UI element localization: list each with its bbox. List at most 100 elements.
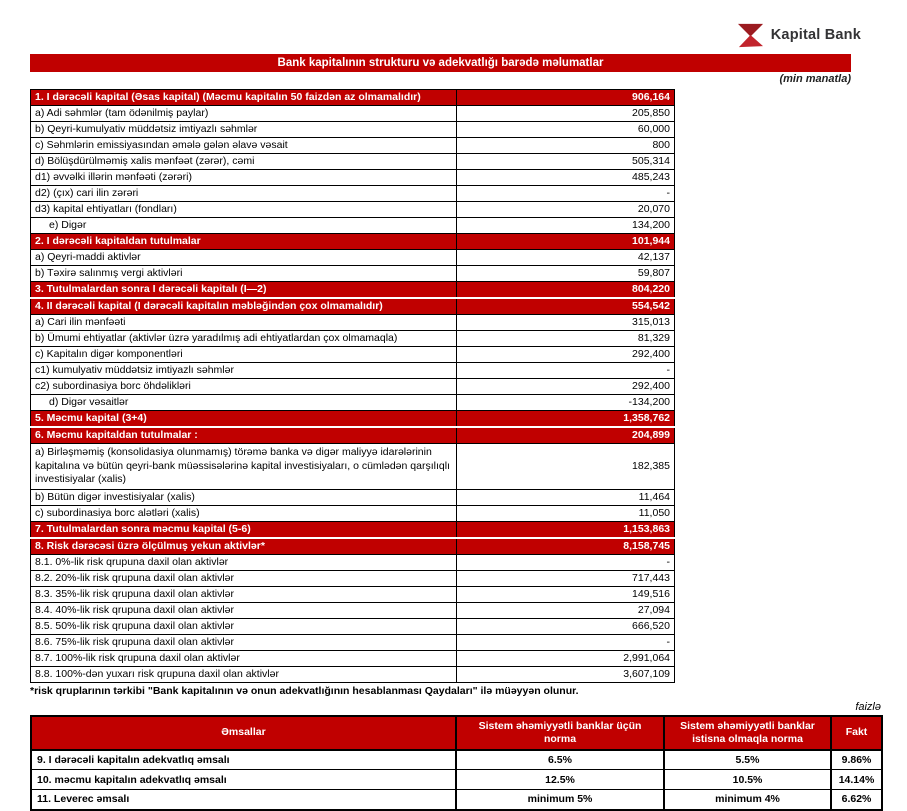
row-label: 8.8. 100%-dən yuxarı risk qrupuna daxil … [30, 665, 457, 683]
item-row: b) Ümumi ehtiyatlar (aktivlər üzrə yarad… [30, 330, 675, 347]
row-label: 8.1. 0%-lik risk qrupuna daxil olan akti… [30, 553, 457, 571]
row-value: 906,164 [456, 89, 675, 106]
ratio-row: 10. məcmu kapitalın adekvatlıq əmsalı 12.… [30, 769, 883, 790]
row-value: 8,158,745 [456, 537, 675, 555]
brand-header: Kapital Bank [30, 20, 861, 50]
item-row: c1) kumulyativ müddətsiz imtiyazlı səhml… [30, 362, 675, 379]
ratio-row: 9. I dərəcəli kapitalın adekvatlıq əmsal… [30, 749, 883, 770]
item-row: 8.8. 100%-dən yuxarı risk qrupuna daxil … [30, 665, 675, 683]
row-label: a) Adi səhmlər (tam ödənilmiş paylar) [30, 105, 457, 122]
row-value: 554,542 [456, 297, 675, 315]
item-row: c) subordinasiya borc alətləri (xalis) 11… [30, 504, 675, 522]
ratio-fact: 9.86% [830, 749, 883, 770]
row-value: 182,385 [456, 443, 675, 490]
row-label: 8.6. 75%-lik risk qrupuna daxil olan akt… [30, 633, 457, 651]
capital-structure-table: 1. I dərəcəli kapital (Əsas kapital) (Mə… [30, 89, 675, 683]
row-label: 1. I dərəcəli kapital (Əsas kapital) (Mə… [30, 89, 457, 106]
row-label: c) Səhmlərin emissiyasından əmələ gələn … [30, 137, 457, 154]
section-row: 8. Risk dərəcəsi üzrə ölçülmuş yekun akt… [30, 537, 675, 555]
row-label: d1) əvvəlki illərin mənfəəti (zərəri) [30, 169, 457, 186]
item-row: 8.4. 40%-lik risk qrupuna daxil olan akt… [30, 601, 675, 619]
row-value: 292,400 [456, 378, 675, 395]
item-row: 8.3. 35%-lik risk qrupuna daxil olan akt… [30, 585, 675, 603]
ratio-norm-systemic: 12.5% [455, 769, 665, 790]
item-row: d2) (çıx) cari ilin zərəri - [30, 185, 675, 202]
row-value: 81,329 [456, 330, 675, 347]
item-row: e) Digər 134,200 [30, 217, 675, 234]
row-label: 2. I dərəcəli kapitaldan tutulmalar [30, 233, 457, 250]
row-value: 149,516 [456, 585, 675, 603]
item-row: c2) subordinasiya borc öhdəlikləri 292,40… [30, 378, 675, 395]
row-label: b) Təxirə salınmış vergi aktivləri [30, 265, 457, 282]
section-row: 2. I dərəcəli kapitaldan tutulmalar 101,9… [30, 233, 675, 250]
row-label: 7. Tutulmalardan sonra məcmu kapital (5-… [30, 520, 457, 539]
row-value: - [456, 553, 675, 571]
row-value: 315,013 [456, 314, 675, 331]
capital-structure-table-body: 1. I dərəcəli kapital (Əsas kapital) (Mə… [30, 89, 675, 683]
row-value: 485,243 [456, 169, 675, 186]
item-row: d3) kapital ehtiyatları (fondları) 20,070 [30, 201, 675, 218]
ratio-label: 9. I dərəcəli kapitalın adekvatlıq əmsal… [30, 749, 457, 770]
ratio-norm-non-systemic: 5.5% [663, 749, 832, 770]
row-label: d) Bölüşdürülməmiş xalis mənfəət (zərər)… [30, 153, 457, 170]
row-label: 5. Məcmu kapital (3+4) [30, 410, 457, 428]
row-label: a) Qeyri-maddi aktivlər [30, 249, 457, 266]
row-label: c) subordinasiya borc alətləri (xalis) [30, 504, 457, 522]
percent-unit-note: faizlə [855, 700, 881, 713]
row-label: e) Digər [30, 217, 457, 234]
row-value: 717,443 [456, 569, 675, 587]
section-row: 7. Tutulmalardan sonra məcmu kapital (5-… [30, 520, 675, 539]
row-label: d2) (çıx) cari ilin zərəri [30, 185, 457, 202]
section-row: 6. Məcmu kapitaldan tutulmalar :204,899 [30, 426, 675, 444]
row-label: 8.7. 100%-lik risk qrupuna daxil olan ak… [30, 649, 457, 667]
row-value: -134,200 [456, 394, 675, 411]
row-value: 1,358,762 [456, 410, 675, 428]
ratios-table-header: Əmsallar Sistem əhəmiyyətli banklar üçün… [30, 714, 883, 751]
row-value: 2,991,064 [456, 649, 675, 667]
row-label: d3) kapital ehtiyatları (fondları) [30, 201, 457, 218]
row-label: 8.2. 20%-lik risk qrupuna daxil olan akt… [30, 569, 457, 587]
kapital-bank-logo-icon [737, 23, 763, 47]
ratio-fact: 14.14% [830, 769, 883, 790]
report-title: Bank kapitalının strukturu və adekvatlığ… [30, 54, 851, 72]
item-row: a) Adi səhmlər (tam ödənilmiş paylar) 205… [30, 105, 675, 122]
row-value: - [456, 633, 675, 651]
row-value: 1,153,863 [456, 520, 675, 539]
item-row: 8.7. 100%-lik risk qrupuna daxil olan ak… [30, 649, 675, 667]
item-row: 8.2. 20%-lik risk qrupuna daxil olan akt… [30, 569, 675, 587]
item-row: a) Qeyri-maddi aktivlər 42,137 [30, 249, 675, 266]
item-row: d) Bölüşdürülməmiş xalis mənfəət (zərər)… [30, 153, 675, 170]
row-value: 11,464 [456, 488, 675, 506]
item-row: a) Birləşməmiş (konsolidasiya olunmamış)… [30, 443, 675, 490]
item-row: b) Qeyri-kumulyativ müddətsiz imtiyazlı … [30, 121, 675, 138]
header-coefficients: Əmsallar [30, 714, 457, 751]
ratio-norm-non-systemic: 10.5% [663, 769, 832, 790]
ratios-table-body: 9. I dərəcəli kapitalın adekvatlıq əmsal… [30, 749, 883, 811]
item-row: c) Kapitalın digər komponentləri 292,400 [30, 346, 675, 363]
row-label: b) Ümumi ehtiyatlar (aktivlər üzrə yarad… [30, 330, 457, 347]
item-row: 8.6. 75%-lik risk qrupuna daxil olan akt… [30, 633, 675, 651]
brand-name: Kapital Bank [770, 27, 861, 43]
row-label: 8. Risk dərəcəsi üzrə ölçülmuş yekun akt… [30, 537, 457, 555]
header-fact: Fakt [830, 714, 883, 751]
ratio-label: 10. məcmu kapitalın adekvatlıq əmsalı [30, 769, 457, 790]
row-label: 8.5. 50%-lik risk qrupuna daxil olan akt… [30, 617, 457, 635]
row-label: b) Qeyri-kumulyativ müddətsiz imtiyazlı … [30, 121, 457, 138]
row-label: b) Bütün digər investisiyalar (xalis) [30, 488, 457, 506]
item-row: b) Təxirə salınmış vergi aktivləri 59,807 [30, 265, 675, 282]
item-row: d) Digər vəsaitlər -134,200 [30, 394, 675, 411]
row-label: 8.4. 40%-lik risk qrupuna daxil olan akt… [30, 601, 457, 619]
item-row: 8.5. 50%-lik risk qrupuna daxil olan akt… [30, 617, 675, 635]
row-value: 20,070 [456, 201, 675, 218]
item-row: c) Səhmlərin emissiyasından əmələ gələn … [30, 137, 675, 154]
row-label: d) Digər vəsaitlər [30, 394, 457, 411]
row-label: 6. Məcmu kapitaldan tutulmalar : [30, 426, 457, 444]
item-row: b) Bütün digər investisiyalar (xalis) 11,… [30, 488, 675, 506]
ratio-fact: 6.62% [830, 789, 883, 811]
adequacy-ratios-table: Əmsallar Sistem əhəmiyyətli banklar üçün… [30, 714, 883, 811]
row-label: c2) subordinasiya borc öhdəlikləri [30, 378, 457, 395]
row-label: c1) kumulyativ müddətsiz imtiyazlı səhml… [30, 362, 457, 379]
section-row: 5. Məcmu kapital (3+4) 1,358,762 [30, 410, 675, 428]
row-label: 3. Tutulmalardan sonra I dərəcəli kapita… [30, 281, 457, 299]
